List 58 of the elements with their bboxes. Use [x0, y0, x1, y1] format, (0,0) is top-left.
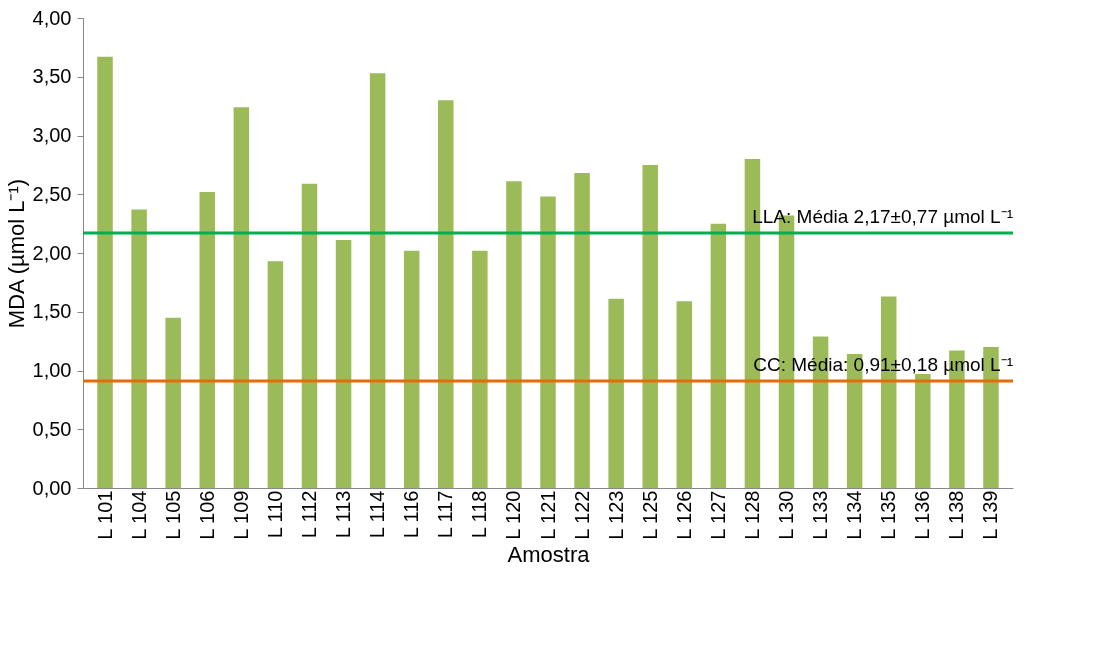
bar	[540, 196, 556, 488]
x-tick-label: L 130	[775, 490, 798, 540]
y-tick-label: 0,50	[32, 417, 72, 440]
x-tick-label: L 109	[229, 490, 252, 540]
y-tick-label: 1,00	[32, 359, 72, 381]
bar	[506, 181, 522, 488]
x-tick-label: L 136	[911, 490, 934, 540]
x-tick-label: L 121	[536, 490, 559, 540]
bar	[710, 223, 727, 488]
x-tick-label: L 135	[877, 490, 900, 540]
bar	[165, 317, 181, 488]
x-tick-label: L 105	[161, 490, 184, 540]
x-tick-label: L 133	[809, 490, 832, 540]
x-tick-label: L 114	[366, 490, 389, 539]
y-tick-label: 3,00	[32, 124, 72, 146]
x-tick-label: L 128	[740, 490, 763, 540]
y-tick-label: 1,50	[32, 300, 72, 323]
x-tick-label: L 139	[979, 490, 1002, 540]
bar	[608, 298, 624, 488]
bar	[642, 164, 658, 488]
x-tick-label: L 113	[332, 490, 355, 539]
bar	[97, 56, 113, 488]
bar	[199, 191, 216, 488]
y-tick-label: 2,00	[32, 241, 72, 264]
x-tick-label: L 138	[945, 490, 968, 540]
y-tick-label: 2,50	[32, 182, 72, 205]
x-tick-label: L 106	[195, 490, 218, 540]
y-tick-label: 0,00	[32, 476, 72, 499]
x-tick-label: L 101	[93, 490, 116, 540]
x-tick-label: L 116	[400, 490, 423, 539]
bar	[915, 374, 931, 488]
x-tick-label: L 134	[843, 490, 866, 540]
x-tick-label: L 104	[127, 490, 150, 540]
bar	[131, 209, 147, 488]
x-tick-label: L 110	[263, 490, 286, 539]
x-tick-label: L 123	[604, 490, 627, 540]
y-tick-label: 3,50	[32, 65, 72, 88]
x-tick-label: L 118	[468, 490, 491, 539]
x-tick-label: L 120	[502, 490, 525, 540]
x-axis-title: Amostra	[507, 541, 591, 567]
y-axis-title: MDA (µmol L⁻¹)	[3, 178, 29, 329]
x-tick-label: L 112	[297, 490, 320, 539]
bar	[574, 173, 590, 488]
y-tick-label: 4,00	[32, 6, 72, 29]
bar	[233, 107, 250, 488]
bar	[472, 250, 488, 488]
bar	[369, 73, 386, 488]
x-tick-label: L 127	[706, 490, 729, 540]
bar	[267, 261, 284, 488]
bar	[335, 240, 352, 488]
x-tick-label: L 126	[672, 490, 695, 540]
bar	[676, 301, 693, 488]
x-tick-label: L 117	[434, 490, 457, 539]
bar	[301, 183, 318, 488]
x-tick-label: L 122	[570, 490, 593, 540]
bar	[403, 250, 420, 488]
bar	[438, 100, 454, 488]
x-tick-label: L 125	[638, 490, 661, 540]
